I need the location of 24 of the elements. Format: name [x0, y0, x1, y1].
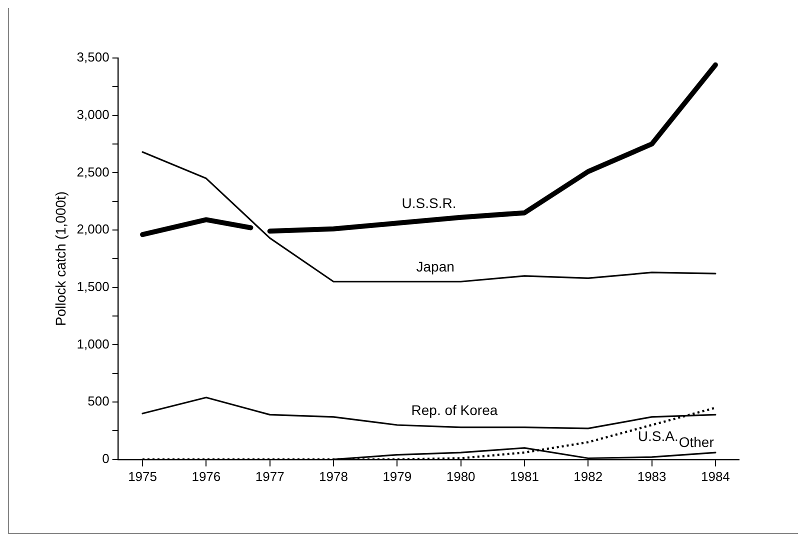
- series-label: U.S.A.: [638, 428, 678, 444]
- series-label: U.S.S.R.: [402, 195, 456, 212]
- y-tick-label: 3,000: [76, 106, 110, 122]
- x-tick-label: 1977: [255, 468, 284, 484]
- x-tick-label: 1978: [319, 468, 348, 484]
- series-label: Japan: [416, 258, 454, 274]
- x-tick-label: 1976: [192, 468, 221, 484]
- series-label: Rep. of Korea: [411, 402, 498, 418]
- x-tick-label: 1975: [128, 468, 157, 484]
- y-tick-label: 1,500: [76, 278, 110, 294]
- x-tick-label: 1979: [382, 468, 412, 484]
- series-label: Other: [678, 434, 714, 450]
- x-tick-label: 1982: [574, 468, 603, 484]
- y-tick-label: 2,000: [76, 222, 110, 237]
- x-tick-label: 1981: [510, 468, 539, 484]
- y-tick-label: 2,500: [76, 164, 110, 180]
- x-tick-label: 1984: [700, 468, 730, 484]
- y-tick-label: 500: [88, 394, 110, 409]
- x-tick-label: 1983: [637, 468, 666, 484]
- y-axis-title: Pollock catch (1,000t): [52, 191, 68, 326]
- y-tick-label: 0: [102, 450, 110, 466]
- x-tick-label: 1980: [446, 468, 476, 484]
- y-tick-label: 3,500: [76, 50, 110, 65]
- y-tick-label: 1,000: [76, 336, 110, 352]
